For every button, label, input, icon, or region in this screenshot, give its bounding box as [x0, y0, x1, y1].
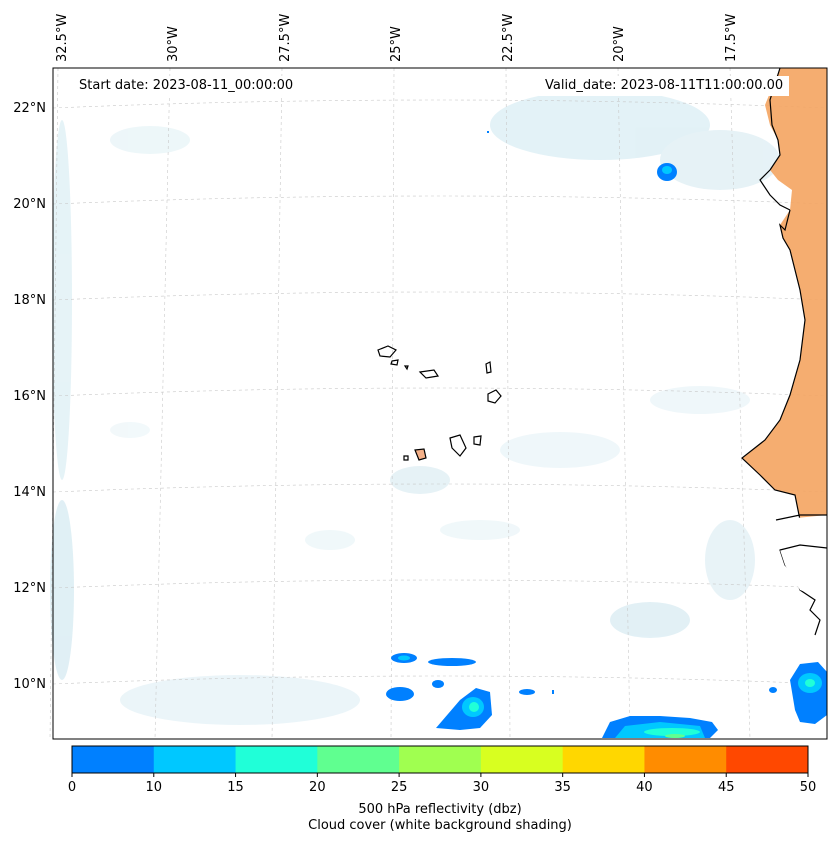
- colorbar-segment: [399, 746, 482, 773]
- lon-label: 30°W: [166, 26, 181, 62]
- colorbar-tick-label: 30: [473, 780, 490, 795]
- colorbar-segment: [562, 746, 645, 773]
- colorbar-title: 500 hPa reflectivity (dbz): [358, 802, 522, 817]
- valid-date-label: Valid_date: 2023-08-11T11:00:00.00: [539, 76, 790, 96]
- lon-label: 22.5°W: [501, 14, 516, 62]
- colorbar-segment: [480, 746, 564, 773]
- lat-label: 22°N: [13, 101, 46, 116]
- lat-label: 14°N: [13, 485, 46, 500]
- longitude-labels: 32.5°W 30°W 27.5°W 25°W 22.5°W 20°W 17.5…: [55, 14, 739, 62]
- cape-verde-islands: [377, 345, 502, 461]
- colorbar-segment: [644, 746, 727, 773]
- start-date-label: Start date: 2023-08-11_00:00:00: [73, 76, 300, 96]
- colorbar-segment: [72, 746, 155, 773]
- colorbar-segment: [726, 746, 809, 773]
- colorbar-tick-label: 20: [309, 780, 326, 795]
- colorbar-tick-label: 35: [554, 780, 571, 795]
- colorbar-tick-label: 0: [68, 780, 76, 795]
- reflectivity-cells: [386, 131, 827, 738]
- graticule: [49, 67, 828, 740]
- colorbar-segment: [153, 746, 237, 773]
- colorbar-tick-label: 10: [146, 780, 163, 795]
- lon-label: 32.5°W: [55, 14, 70, 62]
- colorbar-segment: [235, 746, 318, 773]
- colorbar-subtitle: Cloud cover (white background shading): [308, 818, 572, 833]
- lat-label: 18°N: [13, 293, 46, 308]
- lat-label: 16°N: [13, 389, 46, 404]
- colorbar: 0 10 15 20 25 30 35 40 45 50: [68, 745, 817, 795]
- lat-label: 10°N: [13, 677, 46, 692]
- colorbar-tick-label: 25: [391, 780, 408, 795]
- lon-label: 20°W: [612, 26, 627, 62]
- map-panel: [49, 67, 828, 740]
- colorbar-tick-label: 40: [636, 780, 653, 795]
- colorbar-tick-label: 45: [718, 780, 735, 795]
- african-coast: [741, 67, 828, 636]
- colorbar-frame: [71, 745, 809, 774]
- lat-label: 12°N: [13, 581, 46, 596]
- latitude-labels: 22°N 20°N 18°N 16°N 14°N 12°N 10°N: [13, 101, 46, 692]
- colorbar-tick-label: 50: [800, 780, 817, 795]
- cloud-cover-shading: [50, 90, 780, 725]
- lon-label: 17.5°W: [724, 14, 739, 62]
- lon-label: 27.5°W: [278, 14, 293, 62]
- colorbar-tick-label: 15: [227, 780, 244, 795]
- lon-label: 25°W: [389, 26, 404, 62]
- map-frame: [52, 67, 828, 740]
- colorbar-segment: [317, 746, 400, 773]
- lat-label: 20°N: [13, 197, 46, 212]
